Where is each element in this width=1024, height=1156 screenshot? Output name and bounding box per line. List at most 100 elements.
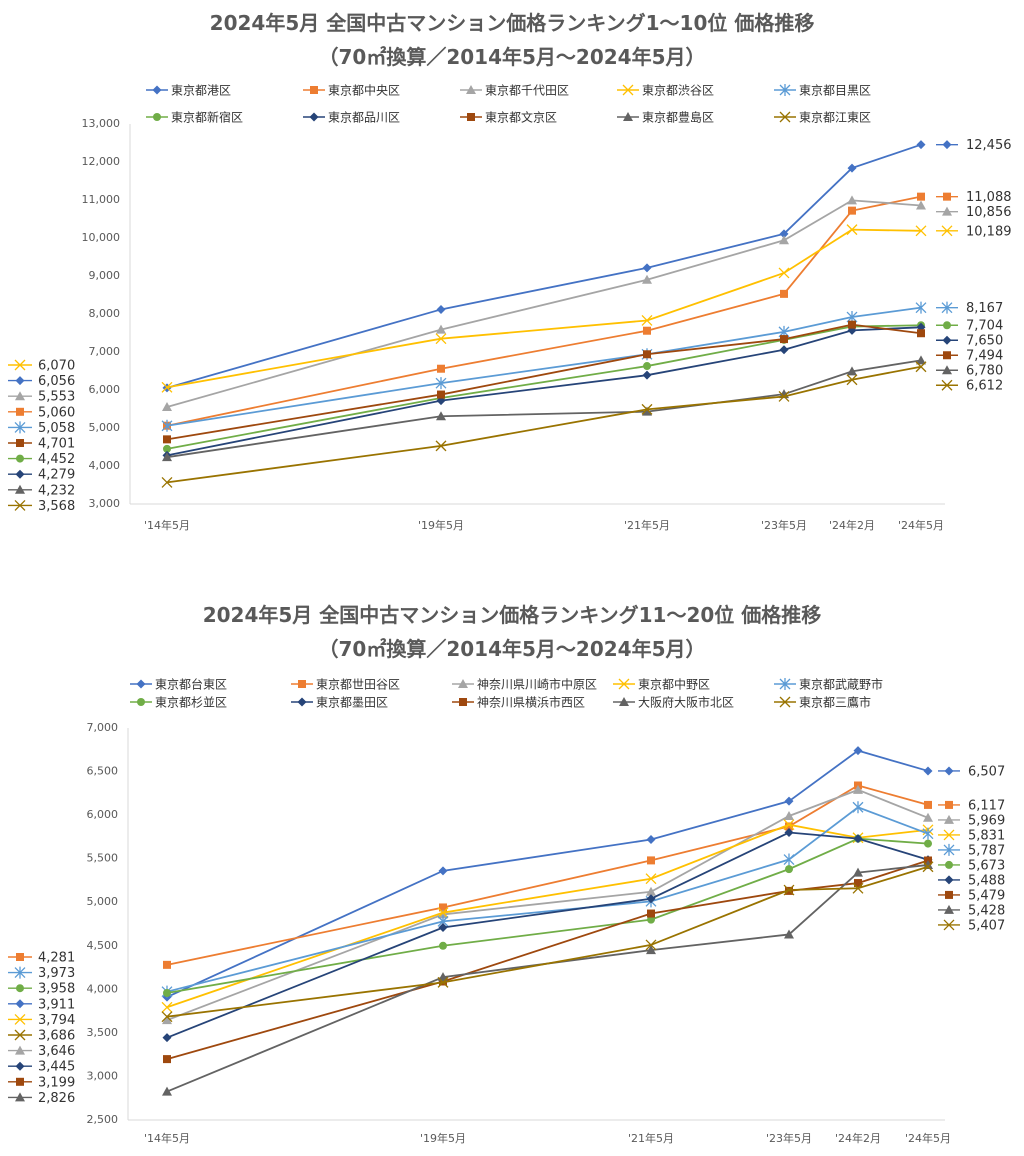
legend-entry: 東京都港区: [146, 84, 231, 98]
series: [163, 856, 932, 1064]
series: [161, 224, 927, 393]
label-marker: [942, 206, 952, 216]
label-marker: [16, 984, 24, 993]
data-point: [780, 335, 788, 344]
series-line: [166, 195, 922, 427]
data-point: [162, 452, 172, 462]
y-tick-label: 7,000: [89, 345, 121, 358]
data-point: [783, 884, 795, 896]
data-point: [853, 746, 863, 756]
data-point: [916, 200, 926, 210]
series-line: [166, 864, 929, 1093]
data-point: [643, 362, 651, 371]
legend-entry: 東京都豊島区: [617, 110, 714, 125]
data-point: [785, 865, 793, 874]
data-point: [922, 827, 934, 840]
data-point: [853, 834, 863, 844]
data-point: [848, 206, 856, 215]
series: [162, 784, 933, 1025]
legend-marker: [153, 113, 161, 121]
line-chart-bottom: 東京都台東区 東京都世田谷区 神奈川県川崎市中原区 東京都中野区 東京都武蔵野市東京都杉…: [8, 677, 1005, 1145]
data-point: [641, 403, 653, 415]
data-point: [784, 810, 794, 820]
y-tick-label: 4,000: [87, 982, 119, 995]
end-value-text: 5,673: [968, 858, 1005, 873]
legend-label: 東京都台東区: [155, 677, 227, 692]
label-marker: [942, 335, 952, 345]
legend-marker: [779, 678, 791, 690]
legend-label: 東京都千代田区: [485, 84, 569, 98]
start-value-text: 5,553: [38, 390, 75, 405]
legend-label: 東京都品川区: [328, 111, 400, 125]
data-point: [847, 163, 857, 173]
data-point: [437, 907, 449, 919]
start-value-label: 3,445: [8, 1060, 75, 1075]
data-point: [435, 440, 447, 452]
series-line: [166, 784, 929, 966]
data-point: [922, 861, 934, 873]
data-point: [924, 839, 932, 848]
legend-entry: 東京都三鷹市: [774, 695, 871, 710]
label-marker: [944, 814, 954, 824]
legend-entry: 神奈川県横浜市西区: [452, 695, 585, 710]
data-point: [437, 976, 449, 988]
y-tick-label: 10,000: [82, 231, 121, 244]
label-marker: [942, 140, 952, 150]
data-point: [162, 1033, 172, 1043]
end-value-text: 11,088: [966, 190, 1012, 205]
label-marker: [941, 301, 953, 314]
series: [163, 834, 932, 997]
data-point: [846, 374, 858, 386]
y-tick-label: 4,000: [89, 459, 121, 472]
end-value-text: 6,612: [966, 379, 1003, 394]
start-value-text: 2,826: [38, 1091, 75, 1106]
start-value-text: 3,958: [38, 982, 75, 997]
y-tick-label: 9,000: [89, 269, 121, 282]
label-marker: [943, 351, 951, 360]
data-point: [161, 476, 173, 488]
chart-title: 2024年5月 全国中古マンション価格ランキング11～20位 価格推移: [202, 603, 822, 627]
label-marker: [15, 391, 25, 401]
end-value-label: 5,831: [938, 828, 1005, 843]
label-marker: [14, 499, 26, 511]
series-line: [166, 823, 929, 1009]
legend-marker: [619, 697, 629, 706]
legend-marker: [137, 698, 145, 706]
legend-label: 東京都武蔵野市: [799, 677, 883, 692]
legend-entry: 東京都渋谷区: [617, 84, 714, 98]
legend-marker: [298, 680, 306, 688]
start-value-label: 2,826: [8, 1091, 75, 1106]
legend-marker: [623, 112, 633, 121]
label-marker: [16, 454, 24, 463]
data-point: [915, 301, 927, 314]
end-value-text: 8,167: [966, 301, 1003, 316]
data-point: [646, 886, 656, 896]
legend-entry: 東京都台東区: [130, 677, 227, 692]
end-value-text: 7,650: [966, 334, 1003, 349]
label-marker: [945, 860, 953, 869]
x-tick-label: '23年5月: [766, 1131, 812, 1145]
series: [161, 361, 927, 488]
data-point: [163, 988, 171, 997]
end-value-label: 5,428: [938, 903, 1005, 918]
end-value-text: 10,189: [966, 224, 1012, 239]
legend-label: 東京都三鷹市: [799, 695, 871, 710]
legend-entry: 東京都文京区: [460, 110, 557, 125]
label-marker: [942, 365, 952, 375]
data-point: [852, 882, 864, 894]
label-marker: [945, 800, 953, 809]
series: [161, 819, 934, 1013]
data-point: [642, 406, 652, 416]
end-value-text: 10,856: [966, 205, 1012, 220]
series-line: [166, 837, 929, 994]
data-point: [642, 370, 652, 380]
data-point: [780, 289, 788, 298]
end-value-text: 7,704: [966, 319, 1003, 334]
data-point: [163, 1055, 171, 1064]
end-value-label: 5,407: [938, 918, 1005, 933]
legend-marker: [152, 85, 162, 95]
data-point: [437, 390, 445, 399]
series: [163, 781, 932, 969]
chart-subtitle: （70㎡換算／2014年5月～2024年5月）: [318, 45, 706, 69]
data-point: [779, 345, 789, 355]
